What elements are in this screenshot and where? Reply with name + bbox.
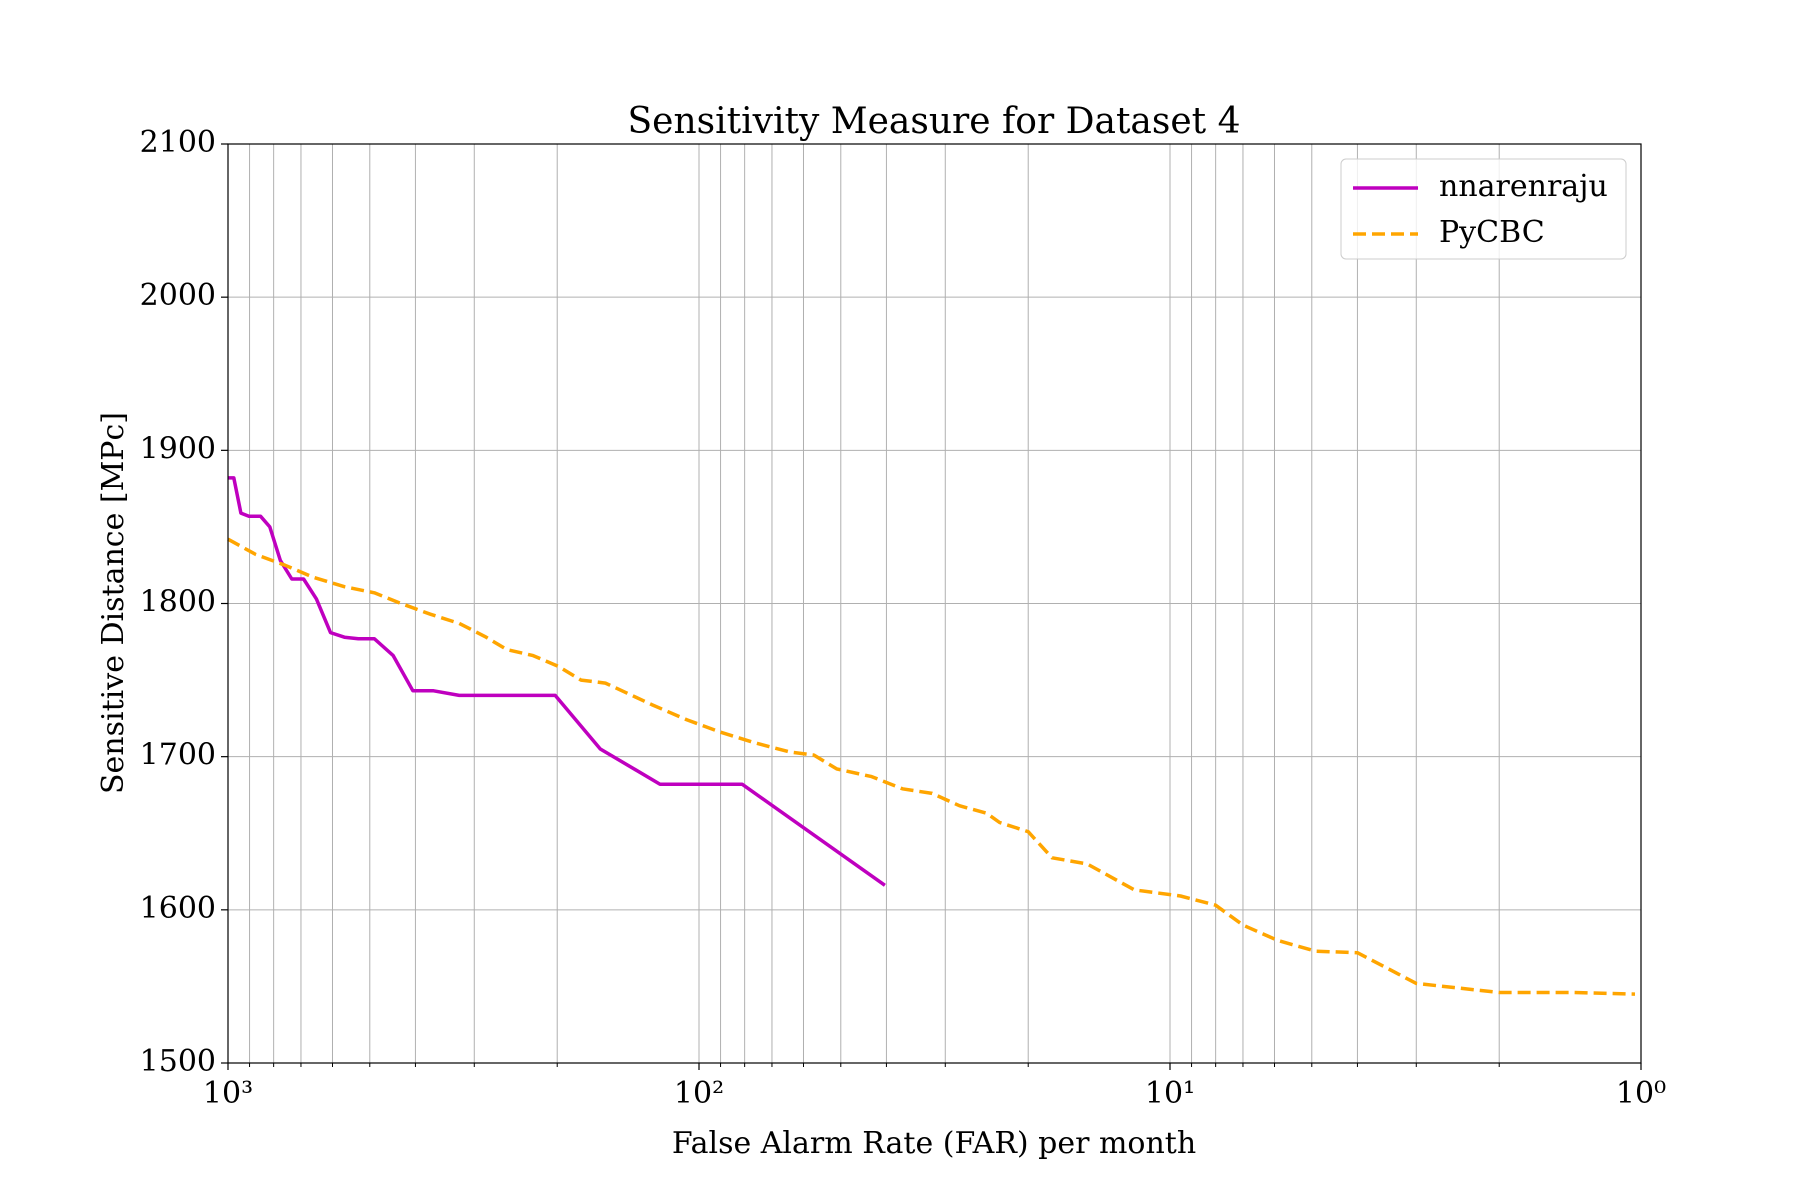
x-tick-label: 10² xyxy=(674,1076,724,1111)
y-tick-label: 1600 xyxy=(140,891,216,926)
plot-frame xyxy=(227,143,1642,1064)
y-tick-label: 1500 xyxy=(140,1044,216,1079)
series-line xyxy=(228,476,886,887)
legend: nnarenraju PyCBC xyxy=(1340,158,1627,260)
legend-label: nnarenraju xyxy=(1439,169,1608,204)
y-tick-label: 1700 xyxy=(140,738,216,773)
chart-title: Sensitivity Measure for Dataset 4 xyxy=(628,101,1241,142)
x-axis-label: False Alarm Rate (FAR) per month xyxy=(672,1126,1196,1161)
x-tick-label: 10¹ xyxy=(1145,1076,1195,1111)
y-tick-label: 1900 xyxy=(140,431,216,466)
y-tick-label: 2000 xyxy=(140,278,216,313)
x-tick-label: 10⁰ xyxy=(1616,1076,1666,1111)
legend-label: PyCBC xyxy=(1439,215,1545,250)
y-axis-label: Sensitive Distance [MPc] xyxy=(96,412,131,794)
y-tick-label: 1800 xyxy=(140,585,216,620)
series-line xyxy=(227,537,1636,996)
x-tick-label: 10³ xyxy=(203,1076,253,1111)
y-tick-label: 2100 xyxy=(140,125,216,160)
